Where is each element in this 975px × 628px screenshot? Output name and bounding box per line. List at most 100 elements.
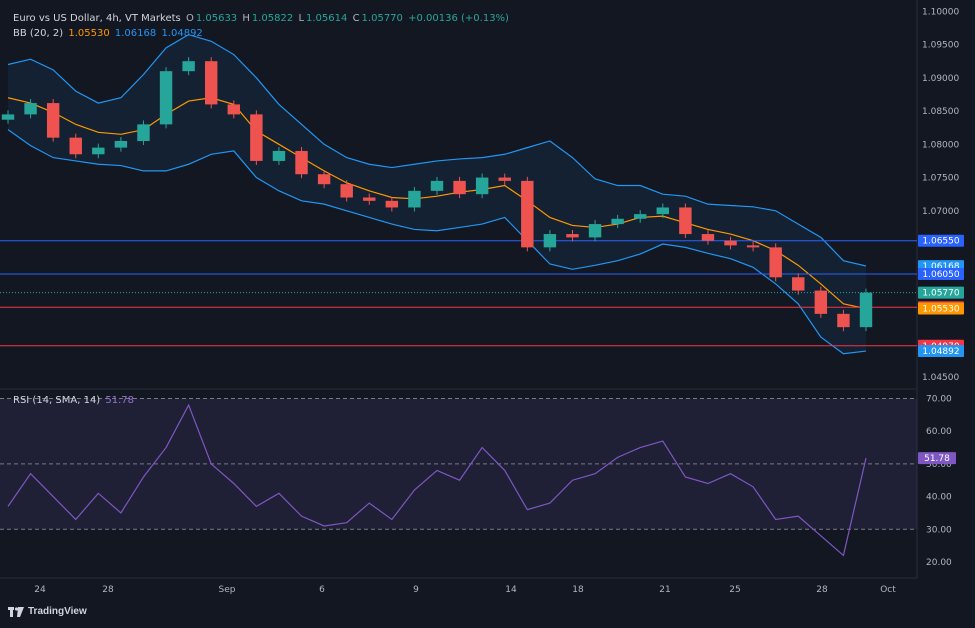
price-badge	[918, 302, 964, 315]
price-badge-label: 1.06168	[922, 262, 959, 272]
rsi-label: RSI (14, SMA, 14)	[13, 395, 101, 406]
price-badge	[918, 267, 964, 280]
close-value: 1.05770	[361, 13, 403, 24]
candle-body	[205, 61, 218, 105]
low-label: L	[298, 13, 305, 24]
rsi-tick-label: 20.00	[926, 558, 952, 568]
time-tick-label: 9	[413, 585, 419, 595]
candle-body	[859, 292, 873, 328]
price-tick-label: 1.09500	[922, 41, 959, 51]
candle-body	[385, 200, 399, 208]
candle-body	[769, 247, 782, 278]
candle-body	[182, 61, 195, 72]
candle-body	[588, 224, 602, 238]
high-value: 1.05822	[251, 13, 294, 24]
low-value: 1.05614	[306, 13, 348, 24]
price-tick-label: 1.04500	[922, 373, 959, 383]
candle-body	[701, 234, 715, 241]
candle-body	[317, 174, 331, 185]
open-value: 1.05633	[195, 13, 238, 24]
price-badge-label: 1.06050	[922, 270, 959, 280]
candle-body	[521, 180, 534, 248]
change-value: +0.00136 (+0.13%)	[408, 13, 509, 24]
bb-lower-line	[7, 129, 867, 355]
tradingview-icon	[8, 606, 24, 617]
time-tick-label: 28	[816, 585, 828, 595]
bollinger-legend[interactable]: BB (20, 2) 1.05530 1.06168 1.04892	[13, 28, 205, 39]
time-tick-label: Sep	[219, 585, 236, 595]
rsi-legend[interactable]: RSI (14, SMA, 14) 51.78	[13, 395, 136, 406]
candle-body	[724, 240, 737, 246]
candle-body	[295, 150, 308, 175]
price-tick-label: 1.07500	[922, 174, 959, 184]
price-tick-label: 1.08500	[922, 107, 959, 117]
price-tick-label: 1.09000	[922, 74, 959, 84]
candle-body	[430, 180, 444, 191]
candle-body	[498, 177, 511, 181]
time-tick-label: Oct	[880, 585, 896, 595]
tradingview-logo[interactable]: TradingView	[8, 606, 87, 617]
candle-body	[611, 218, 624, 225]
high-label: H	[242, 13, 250, 24]
candle-body	[1, 114, 15, 120]
candle-body	[69, 137, 82, 155]
symbol-legend: Euro vs US Dollar, 4h, VT Markets O 1.056…	[13, 13, 511, 24]
price-badge-label: 1.05530	[922, 305, 959, 315]
rsi-tick-label: 40.00	[926, 493, 952, 503]
candle-body	[114, 140, 128, 148]
candle-body	[408, 190, 421, 208]
candle-body	[634, 214, 647, 219]
time-tick-label: 18	[572, 585, 584, 595]
tradingview-label: TradingView	[28, 606, 87, 617]
chart-marks: 1.10000 1.09500 1.09000 1.08500 1.08000 1.075…	[0, 7, 964, 595]
candle-body	[272, 150, 286, 161]
candle-body	[814, 290, 828, 314]
candle-body	[566, 234, 579, 238]
time-tick-label: 21	[659, 585, 670, 595]
bb-label: BB (20, 2)	[13, 28, 64, 39]
rsi-tick-label: 50.00	[926, 460, 952, 470]
time-tick-label: 14	[505, 585, 517, 595]
time-tick-label: 25	[729, 585, 740, 595]
candle-body	[543, 234, 557, 248]
price-badge-label: 1.06550	[922, 237, 959, 247]
bb-upper-value: 1.06168	[114, 28, 157, 39]
rsi-tick-label: 30.00	[926, 525, 952, 535]
candle-body	[792, 277, 805, 291]
candle-body	[46, 103, 60, 138]
candle-body	[746, 245, 760, 248]
candle-body	[92, 147, 105, 155]
candle-body	[679, 207, 692, 235]
price-badge-label: 1.05770	[922, 289, 959, 299]
candle-body	[137, 124, 150, 141]
price-tick-label: 1.07000	[922, 207, 959, 217]
candle-body	[250, 114, 263, 161]
candle-body	[837, 313, 850, 328]
price-tick-label: 1.08000	[922, 140, 959, 150]
price-badge	[918, 286, 964, 299]
bb-upper-line	[7, 33, 867, 267]
candle-body	[159, 71, 173, 125]
rsi-tick-label: 70.00	[926, 395, 952, 405]
rsi-value-badge	[918, 452, 956, 465]
price-badge	[918, 234, 964, 247]
bb-lower-value: 1.04892	[161, 28, 203, 39]
price-tick-label: 1.10000	[922, 7, 959, 17]
rsi-tick-label: 60.00	[926, 427, 952, 437]
price-badge	[918, 344, 964, 357]
candle-body	[475, 177, 489, 195]
candle-body	[453, 180, 466, 195]
time-tick-label: 24	[34, 585, 46, 595]
price-badge-label: 1.04892	[922, 347, 959, 357]
open-label: O	[185, 13, 194, 24]
candle-body	[340, 184, 353, 198]
symbol-title: Euro vs US Dollar, 4h, VT Markets	[13, 13, 181, 24]
time-tick-label: 6	[319, 585, 325, 595]
candle-body	[363, 197, 376, 201]
rsi-line	[7, 403, 867, 557]
rsi-value-badge-label: 51.78	[924, 454, 950, 464]
candle-body	[24, 103, 37, 115]
time-tick-label: 28	[102, 585, 114, 595]
candle-body	[656, 207, 669, 215]
